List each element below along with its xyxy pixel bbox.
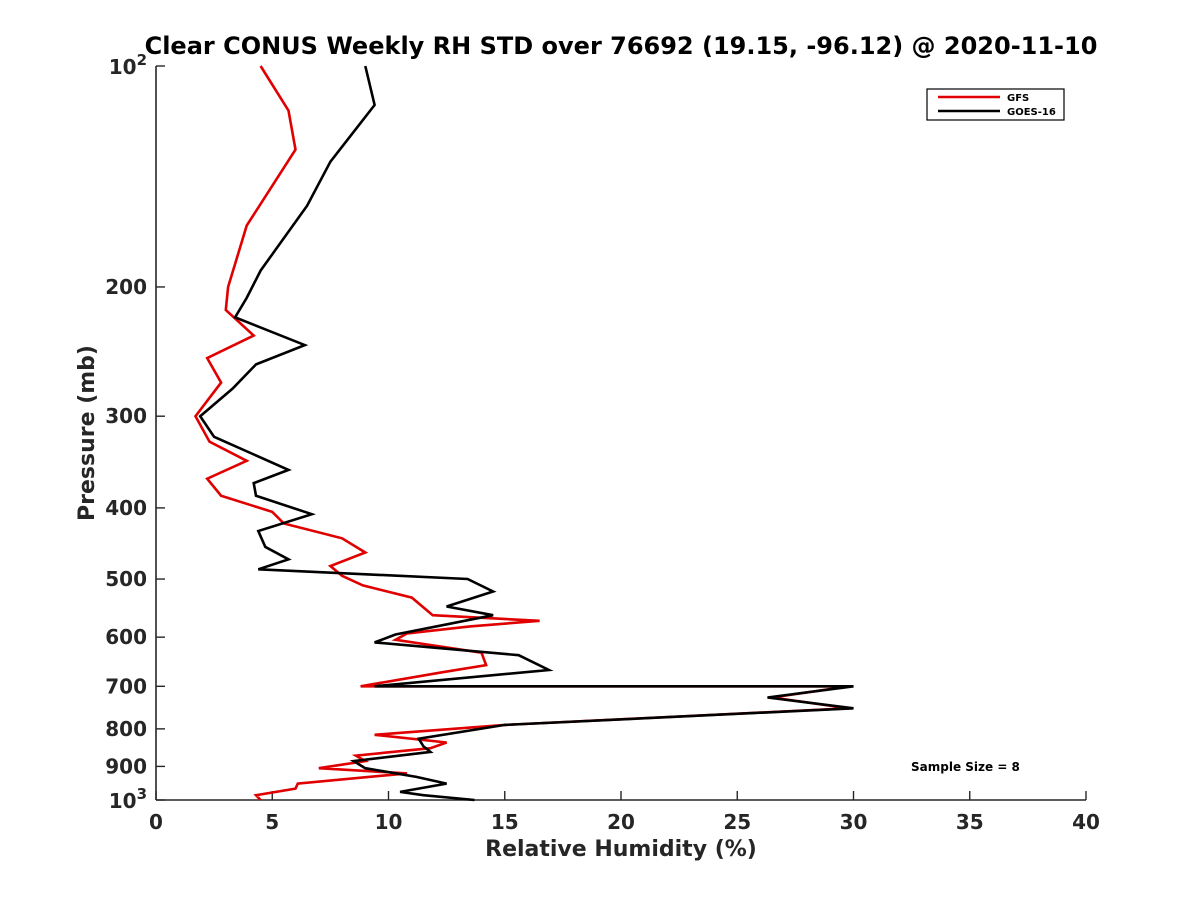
x-tick-label: 35 [956,810,984,834]
y-tick-label: 700 [105,674,147,698]
y-tick-label-power: 103 [109,785,147,813]
y-tick-label: 800 [105,717,147,741]
y-tick-label: 200 [105,275,147,299]
x-tick-label: 5 [265,810,279,834]
x-tick-label: 30 [840,810,868,834]
series-line-goes-16 [198,65,854,802]
y-tick-label: 600 [105,625,147,649]
x-axis-ticks: 0 5 10 15 20 25 30 35 40 [149,791,1100,834]
y-tick-label: 300 [105,404,147,428]
y-axis-label: Pressure (mb) [75,345,100,521]
y-tick-label-power: 102 [109,51,147,79]
chart-title: Clear CONUS Weekly RH STD over 76692 (19… [145,32,1098,60]
x-tick-label: 25 [723,810,751,834]
x-tick-label: 40 [1072,810,1100,834]
x-axis-label: Relative Humidity (%) [485,837,757,862]
x-tick-label: 10 [375,810,403,834]
series-layer [193,65,854,802]
legend-label-goes16: GOES-16 [1007,107,1056,118]
legend-box [926,88,1065,121]
y-tick-label: 900 [105,754,147,778]
x-tick-label: 15 [491,810,519,834]
y-tick-label: 400 [105,496,147,520]
sample-size-annotation: Sample Size = 8 [911,760,1020,774]
x-tick-label: 20 [607,810,635,834]
series-line-gfs [193,65,850,801]
y-axis-ticks: 200 300 400 500 600 700 800 900 102 103 [105,51,165,813]
x-tick-label: 0 [149,810,163,834]
plot-area [155,66,1086,801]
legend-label-gfs: GFS [1007,93,1029,104]
y-tick-label: 500 [105,567,147,591]
legend: GFS GOES-16 [926,88,1065,121]
